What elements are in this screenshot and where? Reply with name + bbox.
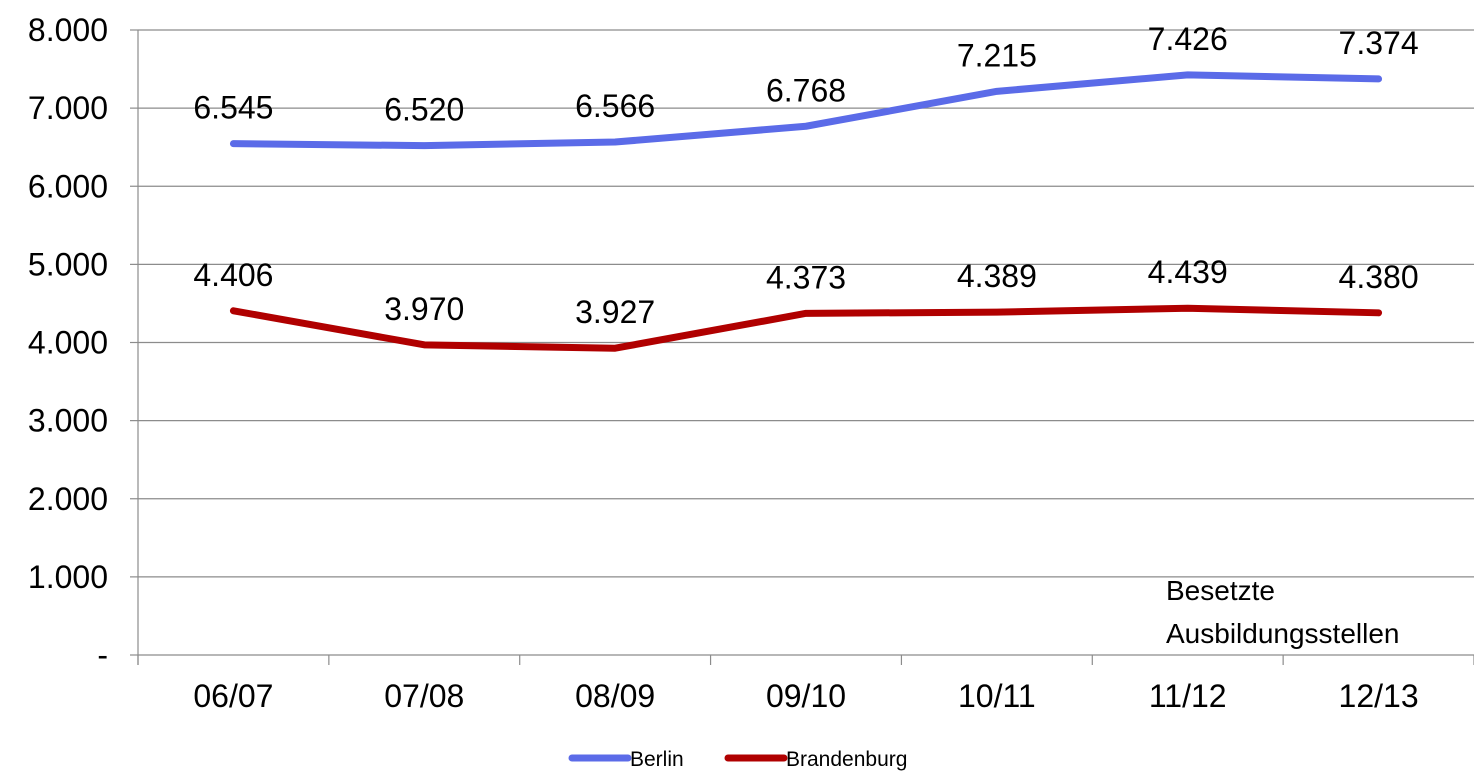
y-tick-label: 2.000 bbox=[28, 481, 108, 517]
data-label-berlin: 7.374 bbox=[1339, 25, 1419, 61]
legend: Berlin Brandenburg bbox=[568, 748, 907, 771]
y-tick-label: 8.000 bbox=[28, 12, 108, 48]
data-label-brandenburg: 4.389 bbox=[957, 258, 1037, 294]
y-tick-label: 1.000 bbox=[28, 559, 108, 595]
y-tick-label: 5.000 bbox=[28, 246, 108, 282]
y-tick-label: 3.000 bbox=[28, 403, 108, 439]
series-line-brandenburg bbox=[229, 304, 1383, 352]
x-tick-label: 06/07 bbox=[193, 678, 273, 714]
x-tick-label: 11/12 bbox=[1149, 678, 1227, 714]
data-label-brandenburg: 4.439 bbox=[1148, 254, 1228, 290]
data-label-berlin: 6.520 bbox=[384, 92, 464, 128]
y-tick-label: - bbox=[97, 637, 108, 673]
data-label-brandenburg: 4.380 bbox=[1339, 259, 1419, 295]
data-label-brandenburg: 4.406 bbox=[193, 257, 273, 293]
data-labels: 6.545 6.520 6.566 6.768 7.215 7.426 7.374 4.406… bbox=[193, 21, 1418, 330]
annotation-line-2: Ausbildungsstellen bbox=[1166, 618, 1400, 649]
data-label-brandenburg: 3.970 bbox=[384, 291, 464, 327]
x-tick-label: 08/09 bbox=[575, 678, 655, 714]
x-tick-label: 07/08 bbox=[384, 678, 464, 714]
legend-label-berlin: Berlin bbox=[630, 748, 684, 771]
x-axis-tick-labels: 06/07 07/08 08/09 09/10 10/11 11/12 12/13 bbox=[193, 678, 1418, 714]
x-tick-label: 12/13 bbox=[1339, 678, 1419, 714]
data-label-berlin: 6.545 bbox=[193, 90, 273, 126]
series-line-berlin bbox=[229, 71, 1383, 150]
chart-annotation: Besetzte Ausbildungsstellen bbox=[1166, 575, 1400, 649]
y-tick-label: 4.000 bbox=[28, 325, 108, 361]
annotation-line-1: Besetzte bbox=[1166, 575, 1275, 606]
data-label-berlin: 6.768 bbox=[766, 72, 846, 108]
gridlines bbox=[138, 29, 1474, 578]
data-label-berlin: 7.215 bbox=[957, 37, 1037, 73]
series-lines bbox=[229, 71, 1383, 352]
legend-label-brandenburg: Brandenburg bbox=[786, 748, 907, 771]
y-tick-label: 7.000 bbox=[28, 90, 108, 126]
y-axis-tick-labels: - 1.000 2.000 3.000 4.000 5.000 6.000 7.000 8.00… bbox=[28, 12, 108, 673]
axes bbox=[130, 29, 1474, 665]
x-tick-label: 10/11 bbox=[958, 678, 1036, 714]
data-label-brandenburg: 3.927 bbox=[575, 294, 655, 330]
data-label-brandenburg: 4.373 bbox=[766, 259, 846, 295]
x-tick-label: 09/10 bbox=[766, 678, 846, 714]
y-tick-label: 6.000 bbox=[28, 168, 108, 204]
data-label-berlin: 6.566 bbox=[575, 88, 655, 124]
data-label-berlin: 7.426 bbox=[1148, 21, 1228, 57]
